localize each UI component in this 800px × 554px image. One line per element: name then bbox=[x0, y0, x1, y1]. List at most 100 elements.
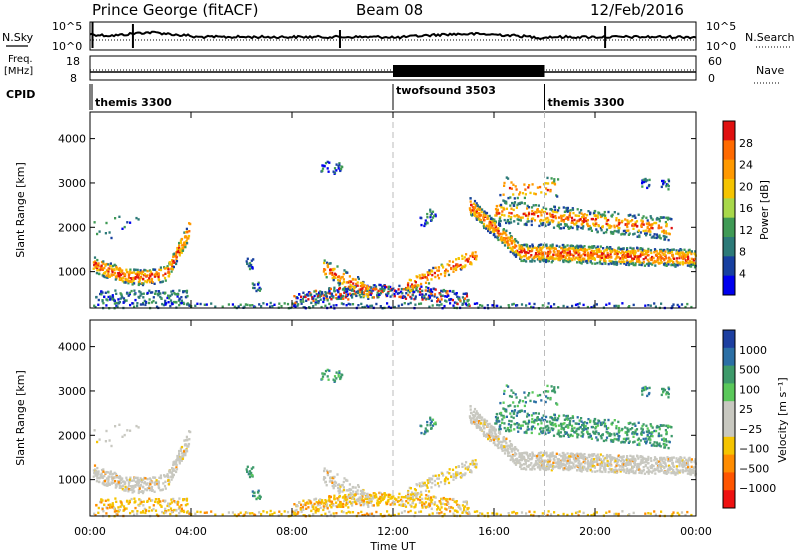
power-point bbox=[647, 247, 650, 251]
velocity-point bbox=[546, 461, 550, 464]
power-point bbox=[463, 300, 466, 304]
velocity-point bbox=[172, 497, 175, 501]
power-point bbox=[148, 278, 151, 282]
power-point bbox=[265, 303, 269, 306]
velocity-point bbox=[149, 483, 152, 486]
power-point bbox=[100, 293, 103, 296]
power-point bbox=[662, 234, 665, 238]
velocity-point bbox=[593, 464, 596, 468]
velocity-point bbox=[355, 502, 358, 506]
power-point bbox=[603, 210, 606, 214]
velocity-point bbox=[350, 502, 353, 506]
velocity-point bbox=[525, 468, 528, 471]
power-point bbox=[504, 231, 507, 235]
velocity-point bbox=[329, 500, 332, 503]
power-point bbox=[430, 278, 433, 281]
velocity-point bbox=[143, 481, 147, 484]
velocity-point bbox=[188, 438, 191, 441]
power-point bbox=[450, 298, 453, 301]
power-point bbox=[625, 263, 628, 266]
power-point bbox=[559, 252, 562, 255]
velocity-point bbox=[446, 471, 449, 474]
velocity-point bbox=[622, 460, 626, 463]
power-point bbox=[164, 279, 167, 282]
power-point bbox=[338, 284, 341, 287]
power-point bbox=[347, 287, 350, 290]
velocity-point bbox=[642, 457, 645, 460]
power-point bbox=[634, 223, 637, 226]
power-point bbox=[249, 304, 252, 307]
power-point bbox=[137, 273, 140, 276]
velocity-point bbox=[405, 500, 408, 503]
power-point bbox=[480, 214, 483, 217]
velocity-point bbox=[493, 426, 496, 429]
power-point bbox=[656, 252, 659, 256]
power-point bbox=[586, 223, 589, 226]
power-point bbox=[427, 297, 431, 301]
nsky-label: N.Sky bbox=[2, 31, 34, 44]
power-point bbox=[580, 245, 583, 248]
velocity-point bbox=[332, 504, 335, 507]
velocity-point bbox=[514, 463, 518, 466]
power-point bbox=[452, 265, 455, 268]
power-point bbox=[120, 295, 123, 298]
power-point bbox=[667, 179, 671, 183]
velocity-point bbox=[116, 482, 119, 485]
power-point bbox=[370, 292, 373, 295]
power-point bbox=[611, 231, 614, 234]
power-point bbox=[551, 215, 554, 218]
power-point bbox=[302, 295, 305, 299]
power-point bbox=[322, 297, 325, 300]
power-point bbox=[437, 277, 441, 280]
power-point bbox=[542, 211, 545, 214]
power-point bbox=[119, 273, 123, 277]
power-point bbox=[180, 251, 183, 254]
velocity-point bbox=[515, 453, 518, 456]
power-point bbox=[110, 273, 113, 276]
velocity-point bbox=[178, 455, 181, 458]
power-point bbox=[451, 298, 454, 302]
velocity-point bbox=[294, 509, 297, 513]
velocity-point bbox=[125, 507, 128, 510]
power-point bbox=[524, 214, 528, 217]
velocity-point bbox=[175, 468, 179, 471]
power-point bbox=[185, 240, 188, 244]
velocity-point bbox=[487, 437, 490, 441]
power-point bbox=[562, 214, 565, 218]
power-point bbox=[445, 268, 448, 271]
power-point bbox=[510, 242, 513, 245]
power-point bbox=[482, 222, 486, 226]
power-point bbox=[101, 268, 104, 271]
power-point bbox=[519, 191, 522, 194]
power-point bbox=[522, 244, 525, 247]
velocity-point bbox=[620, 456, 623, 459]
velocity-point bbox=[607, 470, 610, 474]
power-point bbox=[183, 231, 186, 234]
power-point bbox=[408, 291, 411, 294]
power-point bbox=[315, 298, 318, 301]
power-point bbox=[626, 247, 629, 250]
power-point bbox=[430, 219, 433, 222]
power-point bbox=[319, 290, 322, 293]
power-point bbox=[347, 293, 350, 296]
velocity-point bbox=[606, 459, 609, 463]
velocity-point bbox=[511, 453, 514, 457]
velocity-point bbox=[537, 458, 540, 461]
power-point bbox=[660, 185, 663, 189]
power-point bbox=[568, 256, 571, 259]
velocity-point bbox=[563, 467, 566, 470]
power-point bbox=[549, 189, 552, 192]
power-point bbox=[343, 291, 346, 294]
velocity-point bbox=[374, 493, 378, 496]
power-point bbox=[542, 256, 545, 259]
power-point bbox=[269, 305, 272, 308]
power-point bbox=[480, 218, 483, 222]
power-point bbox=[523, 183, 526, 186]
velocity-point bbox=[162, 482, 165, 485]
power-point bbox=[405, 292, 408, 295]
power-point bbox=[125, 292, 129, 295]
power-point bbox=[476, 215, 479, 218]
velocity-point bbox=[614, 469, 617, 472]
velocity-point bbox=[493, 430, 496, 433]
